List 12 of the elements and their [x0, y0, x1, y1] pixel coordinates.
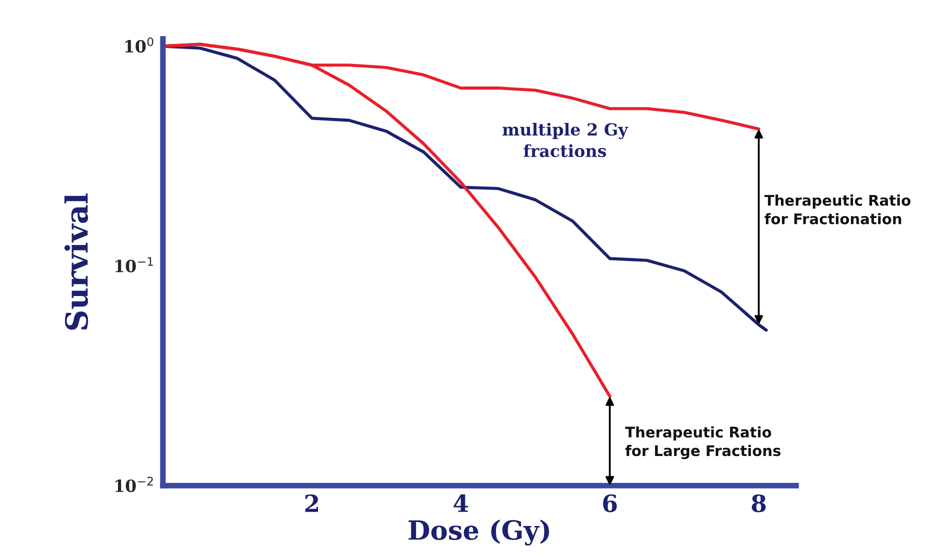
y-tick-label: 10$^{−1}$ [115, 257, 153, 272]
y-tick-label: 10$^{0}$ [125, 37, 154, 53]
y-axis-title: Survival [64, 194, 88, 330]
x-tick-label: 4 [454, 494, 468, 512]
annotation: Therapeutic Ratio for Fractionation [764, 194, 910, 224]
x-tick-label: 2 [305, 494, 318, 512]
x-axis-title: Dose (Gy) [408, 520, 550, 546]
annotation: multiple 2 Gy fractions [502, 122, 628, 158]
x-tick-label: 8 [752, 494, 766, 512]
x-tick-label: 6 [603, 494, 617, 512]
y-tick-label: 10$^{−2}$ [115, 476, 153, 492]
annotation: Therapeutic Ratio for Large Fractions [625, 426, 781, 460]
